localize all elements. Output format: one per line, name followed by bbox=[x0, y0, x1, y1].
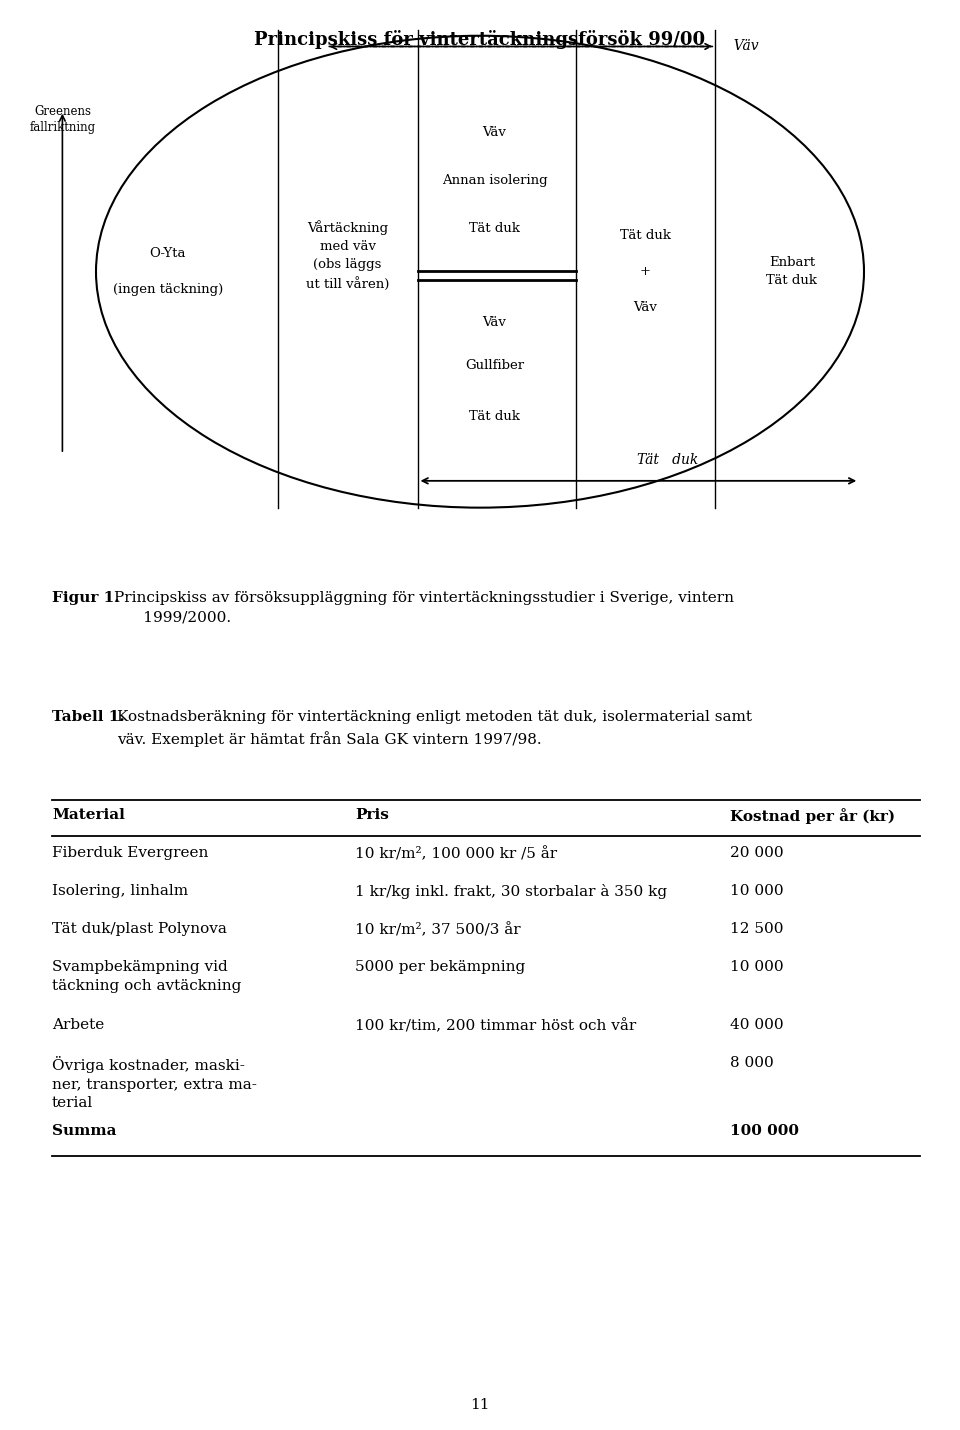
Text: 100 000: 100 000 bbox=[730, 1124, 799, 1138]
Text: Tät duk

+

Väv: Tät duk + Väv bbox=[619, 229, 671, 315]
Text: 10 kr/m², 37 500/3 år: 10 kr/m², 37 500/3 år bbox=[355, 922, 520, 937]
Text: Tät duk/plast Polynova: Tät duk/plast Polynova bbox=[52, 922, 227, 937]
Text: Vårtäckning
med väv
(obs läggs
ut till våren): Vårtäckning med väv (obs läggs ut till v… bbox=[306, 220, 389, 290]
Text: Pris: Pris bbox=[355, 808, 389, 822]
Text: Material: Material bbox=[52, 808, 125, 822]
Text: 10 000: 10 000 bbox=[730, 961, 783, 974]
Text: Kostnadsberäkning för vintertäckning enligt metoden tät duk, isolermaterial samt: Kostnadsberäkning för vintertäckning enl… bbox=[117, 711, 752, 746]
Text: Enbart
Tät duk: Enbart Tät duk bbox=[766, 256, 818, 287]
Text: Summa: Summa bbox=[52, 1124, 116, 1138]
Text: Väv: Väv bbox=[483, 126, 506, 139]
Text: Fiberduk Evergreen: Fiberduk Evergreen bbox=[52, 847, 208, 861]
Text: Figur 1.: Figur 1. bbox=[52, 591, 120, 605]
Text: Övriga kostnader, maski-
ner, transporter, extra ma-
terial: Övriga kostnader, maski- ner, transporte… bbox=[52, 1057, 257, 1110]
Text: 12 500: 12 500 bbox=[730, 922, 783, 937]
Text: 40 000: 40 000 bbox=[730, 1018, 783, 1032]
Text: Annan isolering: Annan isolering bbox=[442, 174, 547, 187]
Text: 5000 per bekämpning: 5000 per bekämpning bbox=[355, 961, 525, 974]
Text: Arbete: Arbete bbox=[52, 1018, 105, 1032]
Text: Tät duk: Tät duk bbox=[468, 222, 520, 236]
Text: Tabell 1.: Tabell 1. bbox=[52, 711, 125, 725]
Text: Principskiss av försöksuppläggning för vintertäckningsstudier i Sverige, vintern: Principskiss av försöksuppläggning för v… bbox=[114, 591, 734, 623]
Text: Kostnad per år (kr): Kostnad per år (kr) bbox=[730, 808, 895, 824]
Text: 1 kr/kg inkl. frakt, 30 storbalar à 350 kg: 1 kr/kg inkl. frakt, 30 storbalar à 350 … bbox=[355, 884, 667, 899]
Text: Väv: Väv bbox=[483, 316, 506, 329]
Text: 10 000: 10 000 bbox=[730, 884, 783, 898]
Text: Gullfiber: Gullfiber bbox=[465, 359, 524, 372]
Text: Isolering, linhalm: Isolering, linhalm bbox=[52, 884, 188, 898]
Text: 11: 11 bbox=[470, 1399, 490, 1411]
Text: O-Yta

(ingen täckning): O-Yta (ingen täckning) bbox=[113, 247, 223, 296]
Text: Svampbekämpning vid
täckning och avtäckning: Svampbekämpning vid täckning och avtäckn… bbox=[52, 961, 241, 992]
Text: Tät duk: Tät duk bbox=[468, 410, 520, 423]
Text: Greenens
fallriktning: Greenens fallriktning bbox=[30, 106, 95, 134]
Text: Tät   duk: Tät duk bbox=[636, 453, 698, 468]
Text: Väv: Väv bbox=[725, 40, 758, 53]
Text: 10 kr/m², 100 000 kr /5 år: 10 kr/m², 100 000 kr /5 år bbox=[355, 847, 557, 861]
Text: 100 kr/tim, 200 timmar höst och vår: 100 kr/tim, 200 timmar höst och vår bbox=[355, 1018, 636, 1032]
Text: 20 000: 20 000 bbox=[730, 847, 783, 861]
Text: Principskiss för vintertäckningsförsök 99/00: Principskiss för vintertäckningsförsök 9… bbox=[254, 30, 706, 50]
Text: 8 000: 8 000 bbox=[730, 1057, 774, 1070]
